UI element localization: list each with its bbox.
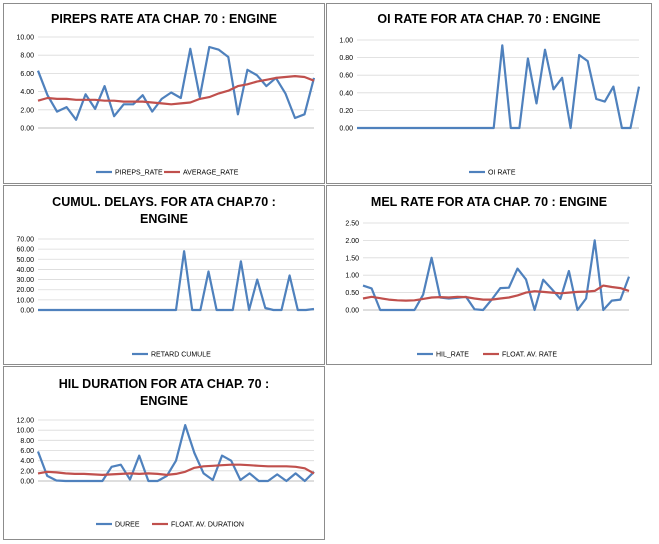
chart-panel-mel: MEL RATE FOR ATA CHAP. 70 : ENGINE 0.00 0… [326, 185, 652, 365]
chart-title-pireps: PIREPS RATE ATA CHAP. 70 : ENGINE [4, 11, 324, 28]
chart-title-line: HIL DURATION FOR ATA CHAP. 70 : [58, 377, 270, 391]
series-line-retard-cumule [38, 250, 315, 312]
chart-title-delays: CUMUL. DELAYS. FOR ATA CHAP.70 : ENGINE [4, 194, 324, 228]
chart-title-line: PIREPS RATE ATA CHAP. 70 : ENGINE [51, 12, 277, 26]
chart-panel-hil: HIL DURATION FOR ATA CHAP. 70 : ENGINE 0… [3, 366, 325, 540]
series-line-average-rate [37, 74, 315, 106]
y-tick-label: 0.00 [345, 308, 359, 315]
series-line-duree [36, 423, 315, 483]
legend-label: RETARD CUMULE [151, 352, 211, 359]
chart-plot-oi: 0.00 0.20 0.40 0.60 0.80 1.00 OI RATE [339, 38, 641, 177]
chart-title-line: MEL RATE FOR ATA CHAP. 70 : ENGINE [370, 195, 608, 209]
series-line-hil-rate [362, 239, 631, 312]
y-tick-label: 10.00 [16, 428, 34, 435]
chart-plot-hil: 0.00 2.00 4.00 6.00 8.00 10.00 12.00 DUREE FLOAT… [16, 418, 315, 529]
y-tick-label: 20.00 [16, 287, 34, 294]
y-tick-label: 0.00 [339, 126, 353, 133]
y-tick-label: 10.00 [16, 297, 34, 304]
legend-label: OI RATE [488, 170, 516, 177]
chart-panel-delays: CUMUL. DELAYS. FOR ATA CHAP.70 : ENGINE … [3, 185, 325, 365]
y-tick-label: 0.60 [339, 73, 353, 80]
y-tick-label: 8.00 [20, 53, 34, 60]
y-tick-label: 50.00 [16, 257, 34, 264]
chart-title-oi: OI RATE FOR ATA CHAP. 70 : ENGINE [327, 11, 651, 28]
y-tick-label: 2.00 [20, 107, 34, 114]
y-tick-label: 6.00 [20, 71, 34, 78]
y-tick-label: 70.00 [16, 237, 34, 244]
y-tick-label: 0.40 [339, 90, 353, 97]
y-tick-label: 6.00 [20, 448, 34, 455]
y-tick-label: 4.00 [20, 89, 34, 96]
legend-label: FLOAT. AV. RATE [502, 352, 557, 359]
chart-title-line: ENGINE [140, 212, 188, 226]
legend-label: PIREPS_RATE [115, 170, 163, 177]
y-tick-label: 0.80 [339, 55, 353, 62]
chart-plot-delays: 0.00 10.00 20.00 30.00 40.00 50.00 60.00 70.00 R… [16, 237, 315, 359]
legend-label: HIL_RATE [436, 352, 469, 359]
chart-plot-mel: 0.00 0.50 1.00 1.50 2.00 2.50 HIL_RATE FLOAT. A… [345, 221, 631, 359]
chart-panel-oi: OI RATE FOR ATA CHAP. 70 : ENGINE 0.00 0.… [326, 3, 652, 184]
y-tick-label: 4.00 [20, 458, 34, 465]
y-tick-label: 1.50 [345, 255, 359, 262]
chart-plot-pireps: 0.00 2.00 4.00 6.00 8.00 10.00 PIREPS_RATE AVER… [16, 35, 316, 177]
legend-label: AVERAGE_RATE [183, 170, 239, 177]
y-tick-label: 8.00 [20, 438, 34, 445]
legend-label: DUREE [115, 522, 140, 529]
y-tick-label: 2.00 [20, 468, 34, 475]
y-tick-label: 1.00 [345, 273, 359, 280]
chart-title-line: OI RATE FOR ATA CHAP. 70 : ENGINE [377, 12, 601, 26]
y-tick-label: 0.20 [339, 108, 353, 115]
series-line-float-av-duration [37, 463, 315, 477]
series-line-oi-rate [357, 44, 641, 130]
y-tick-label: 40.00 [16, 267, 34, 274]
y-tick-label: 0.00 [20, 308, 34, 315]
series-line-float-av-rate [362, 284, 630, 302]
chart-title-mel: MEL RATE FOR ATA CHAP. 70 : ENGINE [327, 194, 651, 211]
y-tick-label: 2.00 [345, 238, 359, 245]
y-tick-label: 0.50 [345, 290, 359, 297]
y-tick-label: 60.00 [16, 247, 34, 254]
y-tick-label: 10.00 [16, 35, 34, 42]
y-tick-label: 1.00 [339, 38, 353, 45]
y-tick-label: 0.00 [20, 479, 34, 486]
y-tick-label: 30.00 [16, 277, 34, 284]
y-tick-label: 12.00 [16, 418, 34, 425]
y-tick-label: 2.50 [345, 221, 359, 228]
legend-label: FLOAT. AV. DURATION [171, 522, 244, 529]
chart-title-line: CUMUL. DELAYS. FOR ATA CHAP.70 : [52, 195, 276, 209]
chart-panel-pireps: PIREPS RATE ATA CHAP. 70 : ENGINE 0.00 2.… [3, 3, 325, 184]
chart-title-line: ENGINE [140, 394, 188, 408]
chart-title-hil: HIL DURATION FOR ATA CHAP. 70 : ENGINE [4, 376, 324, 410]
series-line-pireps-rate [36, 45, 316, 121]
y-tick-label: 0.00 [20, 126, 34, 133]
